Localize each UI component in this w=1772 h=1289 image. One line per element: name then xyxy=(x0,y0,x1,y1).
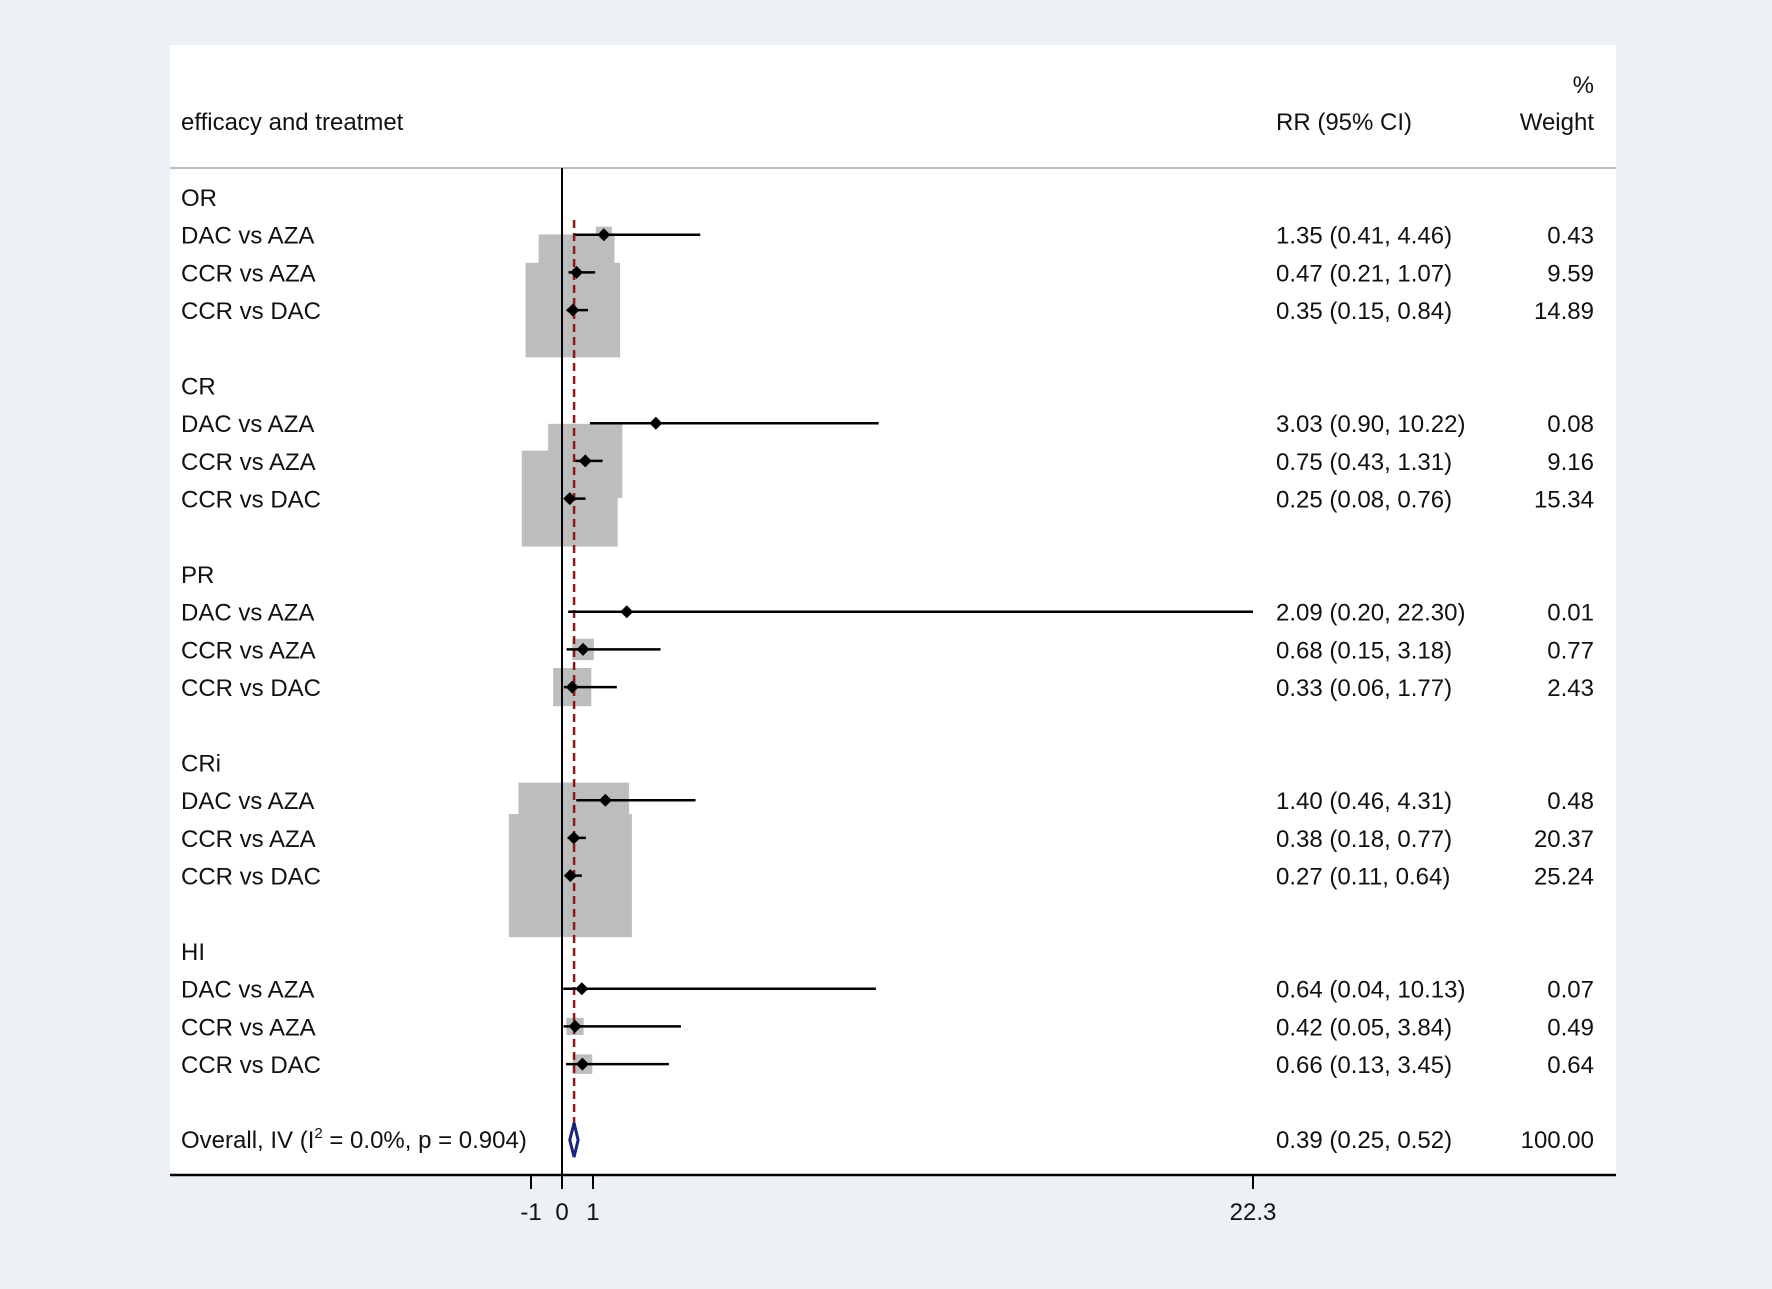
plot-panel xyxy=(170,45,1616,1175)
rr-ci-text: 0.35 (0.15, 0.84) xyxy=(1276,298,1452,325)
rr-ci-text: 2.09 (0.20, 22.30) xyxy=(1276,600,1465,627)
header-weight-line1: % xyxy=(1573,72,1594,99)
point-estimate xyxy=(563,869,577,883)
header-effect: RR (95% CI) xyxy=(1276,109,1412,136)
group-label: OR xyxy=(181,185,217,212)
rr-ci-text: 0.38 (0.18, 0.77) xyxy=(1276,826,1452,853)
point-estimate xyxy=(575,1057,589,1071)
study-label: CCR vs AZA xyxy=(181,449,316,476)
study-label: DAC vs AZA xyxy=(181,223,314,250)
weight-text: 0.07 xyxy=(1547,977,1594,1004)
study-label: CCR vs DAC xyxy=(181,298,321,325)
point-estimate xyxy=(567,831,581,845)
weight-text: 20.37 xyxy=(1534,826,1594,853)
weight-text: 0.49 xyxy=(1547,1014,1594,1041)
point-estimate xyxy=(597,228,611,242)
point-estimate xyxy=(565,680,579,694)
study-label: CCR vs AZA xyxy=(181,260,316,287)
point-estimate xyxy=(575,982,589,996)
weight-text: 0.48 xyxy=(1547,788,1594,815)
header-label: efficacy and treatmet xyxy=(181,109,404,136)
study-label: DAC vs AZA xyxy=(181,411,314,438)
weight-text: 25.24 xyxy=(1534,864,1594,891)
overall-label-prefix: Overall, IV (I xyxy=(181,1127,314,1154)
weight-text: 14.89 xyxy=(1534,298,1594,325)
weight-text: 0.77 xyxy=(1547,637,1594,664)
x-axis-ticks: -1 0 1 22.3 xyxy=(520,1175,1276,1226)
point-estimate xyxy=(576,642,590,656)
overall-label-suffix: = 0.0%, p = 0.904) xyxy=(323,1127,527,1154)
overall-diamond xyxy=(568,1122,580,1158)
study-label: CCR vs DAC xyxy=(181,864,321,891)
overall-rr-text: 0.39 (0.25, 0.52) xyxy=(1276,1127,1452,1154)
study-label: CCR vs AZA xyxy=(181,1014,316,1041)
point-estimate xyxy=(568,1019,582,1033)
header-weight-line2: Weight xyxy=(1520,109,1595,136)
weight-text: 2.43 xyxy=(1547,675,1594,702)
point-estimate xyxy=(563,492,577,506)
x-tick-label: -1 xyxy=(520,1199,541,1226)
weight-text: 0.01 xyxy=(1547,600,1594,627)
rr-ci-text: 0.27 (0.11, 0.64) xyxy=(1276,864,1450,891)
study-label: DAC vs AZA xyxy=(181,977,314,1004)
group-label: CRi xyxy=(181,751,221,778)
point-estimate xyxy=(570,265,584,279)
weight-text: 9.16 xyxy=(1547,449,1594,476)
point-estimate xyxy=(649,416,663,430)
rr-ci-text: 1.40 (0.46, 4.31) xyxy=(1276,788,1452,815)
weight-text: 0.64 xyxy=(1547,1052,1594,1079)
overall-weight-text: 100.00 xyxy=(1521,1127,1594,1154)
study-label: CCR vs DAC xyxy=(181,675,321,702)
rr-ci-text: 0.33 (0.06, 1.77) xyxy=(1276,675,1452,702)
rr-ci-text: 0.25 (0.08, 0.76) xyxy=(1276,487,1452,514)
x-tick-label: 1 xyxy=(586,1199,599,1226)
group-label: CR xyxy=(181,374,216,401)
weight-text: 15.34 xyxy=(1534,487,1594,514)
point-estimate xyxy=(578,454,592,468)
rr-ci-text: 0.47 (0.21, 1.07) xyxy=(1276,260,1452,287)
rr-ci-text: 0.75 (0.43, 1.31) xyxy=(1276,449,1452,476)
study-label: CCR vs AZA xyxy=(181,826,316,853)
point-estimate xyxy=(620,605,634,619)
study-label: DAC vs AZA xyxy=(181,788,314,815)
rr-ci-text: 3.03 (0.90, 10.22) xyxy=(1276,411,1465,438)
x-tick-label: 22.3 xyxy=(1230,1199,1277,1226)
rr-ci-text: 0.66 (0.13, 3.45) xyxy=(1276,1052,1452,1079)
study-label: CCR vs AZA xyxy=(181,637,316,664)
rr-ci-text: 1.35 (0.41, 4.46) xyxy=(1276,223,1452,250)
overall-label: Overall, IV (I2 = 0.0%, p = 0.904) xyxy=(181,1125,527,1154)
weight-text: 9.59 xyxy=(1547,260,1594,287)
group-label: HI xyxy=(181,939,205,966)
group-label: PR xyxy=(181,562,214,589)
weight-text: 0.43 xyxy=(1547,223,1594,250)
weight-text: 0.08 xyxy=(1547,411,1594,438)
study-label: CCR vs DAC xyxy=(181,1052,321,1079)
point-estimate xyxy=(566,303,580,317)
rr-ci-text: 0.64 (0.04, 10.13) xyxy=(1276,977,1465,1004)
x-tick-label: 0 xyxy=(555,1199,568,1226)
rr-ci-text: 0.68 (0.15, 3.18) xyxy=(1276,637,1452,664)
study-label: CCR vs DAC xyxy=(181,487,321,514)
study-label: DAC vs AZA xyxy=(181,600,314,627)
rr-ci-text: 0.42 (0.05, 3.84) xyxy=(1276,1014,1452,1041)
overall-label-sup: 2 xyxy=(314,1125,322,1142)
study-rows: OR DAC vs AZA 1.35 (0.41, 4.46) 0.43 CCR vs … xyxy=(181,185,1594,1079)
point-estimate xyxy=(598,793,612,807)
